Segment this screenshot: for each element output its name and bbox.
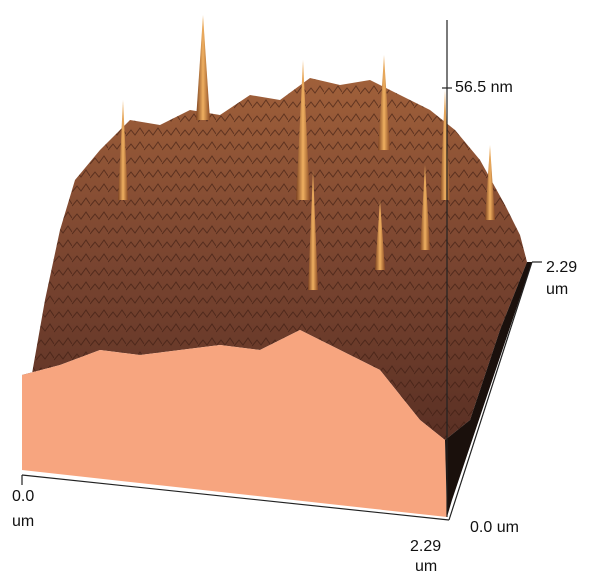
spike <box>296 60 310 200</box>
y-axis-line <box>448 261 533 521</box>
spikes <box>118 15 495 290</box>
y-start-label: 0.0 um <box>470 519 519 536</box>
spike <box>420 165 430 250</box>
x-start-value: 0.0 <box>12 488 34 505</box>
spike <box>375 200 385 270</box>
axes <box>21 20 542 521</box>
surface-texture <box>22 78 527 440</box>
x-end-value: 2.29 <box>410 538 441 555</box>
y-end-unit: um <box>546 281 568 298</box>
spike <box>485 145 495 220</box>
spike <box>118 100 128 200</box>
y-end-value: 2.29 <box>546 259 577 276</box>
x-end-unit: um <box>415 558 437 575</box>
z-max-label: 56.5 nm <box>455 79 513 96</box>
x-axis-line <box>21 474 450 521</box>
front-face <box>22 330 447 517</box>
spike <box>196 15 210 120</box>
spike <box>378 55 390 150</box>
spike <box>308 170 318 290</box>
side-face <box>445 262 532 517</box>
x-start-unit: um <box>12 513 34 530</box>
surface <box>22 15 532 517</box>
